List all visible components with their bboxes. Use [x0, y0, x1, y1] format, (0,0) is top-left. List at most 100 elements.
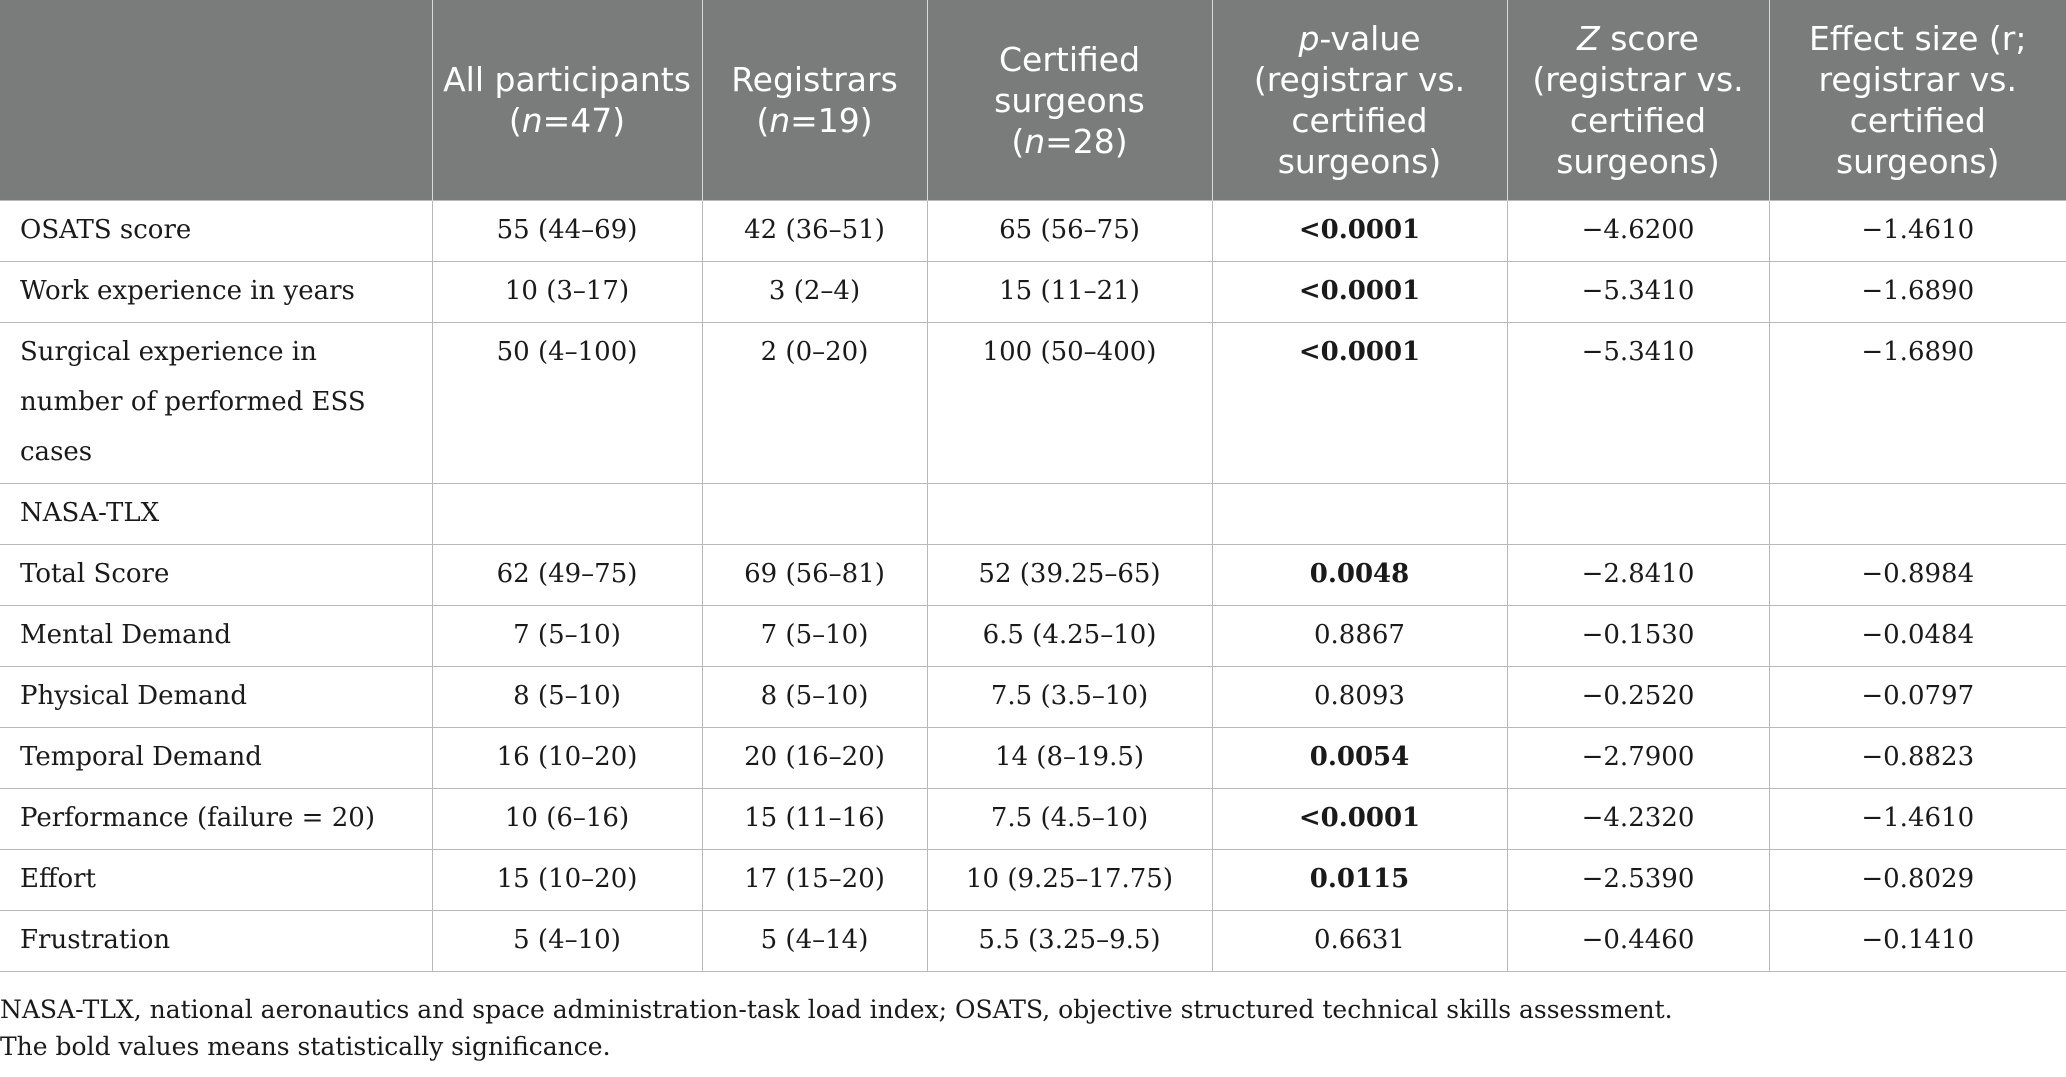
row-label: OSATS score — [0, 200, 432, 262]
p-value-cell: 0.0048 — [1211, 544, 1507, 606]
header-text-post: score (registrar vs. certified surgeons) — [1532, 19, 1744, 181]
table-row: Effort 15 (10–20) 17 (15–20) 10 (9.25–17.75… — [0, 849, 2066, 911]
p-value-cell: 0.0115 — [1211, 849, 1507, 911]
header-text-post: =28) — [1045, 121, 1128, 161]
all-participants-cell: 10 (3–17) — [431, 261, 702, 323]
certified-surgeons-cell: 7.5 (3.5–10) — [926, 666, 1212, 728]
row-label: Work experience in years — [0, 261, 432, 323]
header-text-pre: Registrars ( — [731, 60, 898, 140]
table-row: Surgical experience in number of perform… — [0, 322, 2066, 484]
effect-size-cell: −1.6890 — [1768, 322, 2066, 484]
header-all-participants: All participants (n=47) — [431, 0, 702, 201]
registrars-cell: 3 (2–4) — [701, 261, 927, 323]
header-text-post: -value (registrar vs. certified surgeons… — [1253, 19, 1466, 181]
row-label: Surgical experience in number of perform… — [0, 322, 432, 484]
z-score-cell: −2.8410 — [1506, 544, 1769, 606]
certified-surgeons-cell: 100 (50–400) — [926, 322, 1212, 484]
z-score-cell — [1506, 483, 1769, 545]
all-participants-cell: 50 (4–100) — [431, 322, 702, 484]
table-row: Temporal Demand 16 (10–20) 20 (16–20) 14 (8… — [0, 727, 2066, 789]
footnotes: NASA-TLX, national aeronautics and space… — [0, 991, 1673, 1065]
certified-surgeons-cell: 6.5 (4.25–10) — [926, 605, 1212, 667]
table-row: Total Score 62 (49–75) 69 (56–81) 52 (39.25… — [0, 544, 2066, 606]
results-table: All participants (n=47) Registrars (n=19)… — [0, 0, 2066, 972]
table-row: Physical Demand 8 (5–10) 8 (5–10) 7.5 (3.5–… — [0, 666, 2066, 728]
all-participants-cell: 5 (4–10) — [431, 910, 702, 972]
z-score-cell: −0.4460 — [1506, 910, 1769, 972]
header-text-ital: Z — [1577, 19, 1600, 58]
p-value-cell: <0.0001 — [1211, 788, 1507, 850]
registrars-cell: 17 (15–20) — [701, 849, 927, 911]
row-label: Temporal Demand — [0, 727, 432, 789]
certified-surgeons-cell: 15 (11–21) — [926, 261, 1212, 323]
z-score-cell: −2.7900 — [1506, 727, 1769, 789]
header-text-ital: p — [1298, 19, 1320, 58]
header-blank — [0, 0, 432, 201]
row-label: NASA-TLX — [0, 483, 432, 545]
certified-surgeons-cell: 10 (9.25–17.75) — [926, 849, 1212, 911]
effect-size-cell — [1768, 483, 2066, 545]
all-participants-cell — [431, 483, 702, 545]
registrars-cell: 7 (5–10) — [701, 605, 927, 667]
z-score-cell: −0.2520 — [1506, 666, 1769, 728]
p-value-cell: <0.0001 — [1211, 261, 1507, 323]
row-label: Frustration — [0, 910, 432, 972]
z-score-cell: −5.3410 — [1506, 261, 1769, 323]
z-score-cell: −5.3410 — [1506, 322, 1769, 484]
p-value-cell: 0.0054 — [1211, 727, 1507, 789]
all-participants-cell: 10 (6–16) — [431, 788, 702, 850]
header-text-post: =47) — [542, 101, 626, 140]
header-text-ital: n — [769, 101, 791, 140]
all-participants-cell: 8 (5–10) — [431, 666, 702, 728]
header-registrars: Registrars (n=19) — [701, 0, 927, 201]
z-score-cell: −0.1530 — [1506, 605, 1769, 667]
p-value-cell — [1211, 483, 1507, 545]
table-body: OSATS score 55 (44–69) 42 (36–51) 65 (56–75… — [0, 200, 2066, 972]
header-z-score: Z score (registrar vs. certified surgeon… — [1506, 0, 1769, 201]
header-text-ital: n — [1024, 121, 1046, 161]
effect-size-cell: −0.0797 — [1768, 666, 2066, 728]
certified-surgeons-cell: 7.5 (4.5–10) — [926, 788, 1212, 850]
registrars-cell: 5 (4–14) — [701, 910, 927, 972]
header-text-ital: n — [521, 101, 543, 140]
effect-size-cell: −0.8823 — [1768, 727, 2066, 789]
all-participants-cell: 55 (44–69) — [431, 200, 702, 262]
effect-size-cell: −1.6890 — [1768, 261, 2066, 323]
effect-size-cell: −0.8029 — [1768, 849, 2066, 911]
all-participants-cell: 15 (10–20) — [431, 849, 702, 911]
header-p-value: p-value (registrar vs. certified surgeon… — [1211, 0, 1507, 201]
table-row: Frustration 5 (4–10) 5 (4–14) 5.5 (3.25–9.5… — [0, 910, 2066, 972]
table-row: NASA-TLX — [0, 483, 2066, 545]
header-row: All participants (n=47) Registrars (n=19)… — [0, 0, 2066, 201]
table-row: OSATS score 55 (44–69) 42 (36–51) 65 (56–75… — [0, 200, 2066, 262]
z-score-cell: −2.5390 — [1506, 849, 1769, 911]
registrars-cell — [701, 483, 927, 545]
p-value-cell: <0.0001 — [1211, 200, 1507, 262]
header-certified-surgeons: Certified surgeons (n=28) — [926, 0, 1212, 201]
effect-size-cell: −1.4610 — [1768, 200, 2066, 262]
certified-surgeons-cell — [926, 483, 1212, 545]
certified-surgeons-cell: 14 (8–19.5) — [926, 727, 1212, 789]
p-value-cell: 0.8867 — [1211, 605, 1507, 667]
certified-surgeons-cell: 52 (39.25–65) — [926, 544, 1212, 606]
p-value-cell: <0.0001 — [1211, 322, 1507, 484]
p-value-cell: 0.8093 — [1211, 666, 1507, 728]
registrars-cell: 69 (56–81) — [701, 544, 927, 606]
table-row: Work experience in years 10 (3–17) 3 (2–4)… — [0, 261, 2066, 323]
z-score-cell: −4.2320 — [1506, 788, 1769, 850]
row-label: Physical Demand — [0, 666, 432, 728]
header-text-pre: Effect size (r; registrar vs. certified … — [1809, 19, 2027, 181]
header-effect-size: Effect size (r; registrar vs. certified … — [1768, 0, 2066, 201]
registrars-cell: 15 (11–16) — [701, 788, 927, 850]
registrars-cell: 20 (16–20) — [701, 727, 927, 789]
header-text-pre: All participants ( — [443, 60, 691, 140]
bold-values-note: The bold values means statistically sign… — [0, 1032, 611, 1061]
all-participants-cell: 62 (49–75) — [431, 544, 702, 606]
abbreviations-note: NASA-TLX, national aeronautics and space… — [0, 995, 1673, 1024]
registrars-cell: 42 (36–51) — [701, 200, 927, 262]
row-label: Mental Demand — [0, 605, 432, 667]
registrars-cell: 8 (5–10) — [701, 666, 927, 728]
z-score-cell: −4.6200 — [1506, 200, 1769, 262]
table-row: Performance (failure = 20) 10 (6–16) 15 (1… — [0, 788, 2066, 850]
row-label: Effort — [0, 849, 432, 911]
